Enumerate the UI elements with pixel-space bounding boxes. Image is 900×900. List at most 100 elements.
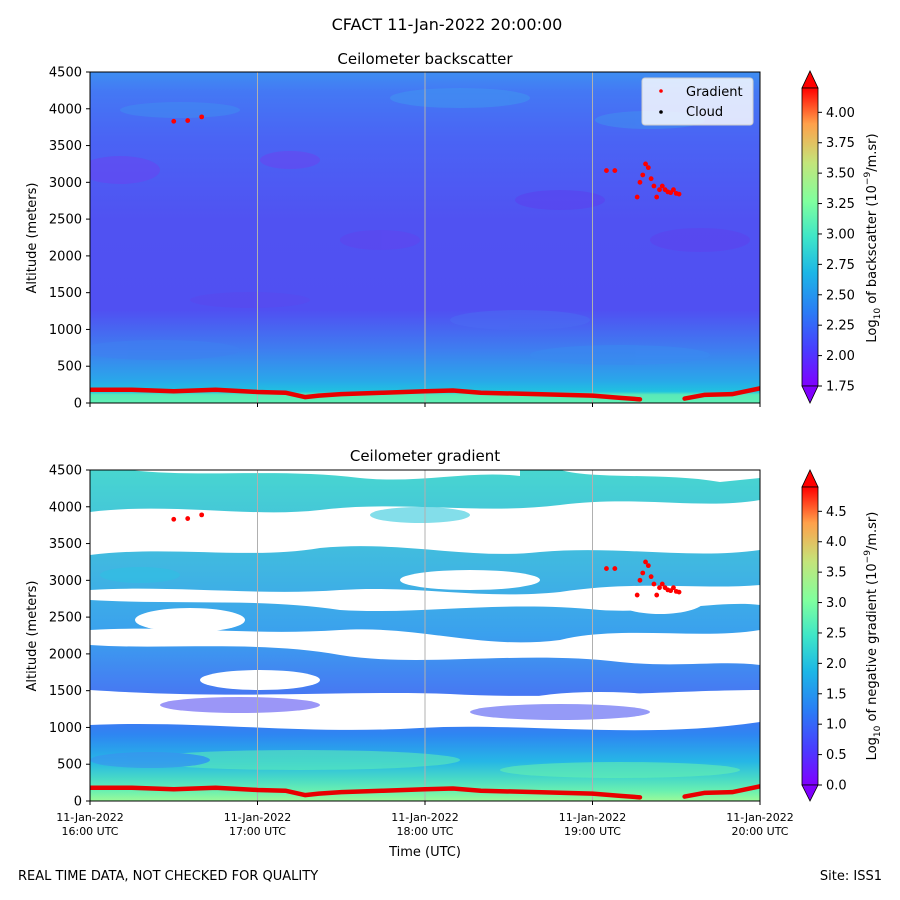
site-label: Site: ISS1 [819, 869, 882, 884]
colorbar-tick-label: 0.0 [826, 779, 847, 794]
y-tick-label: 0 [74, 795, 82, 810]
gradient-point [604, 566, 609, 571]
colorbar-tick-label: 2.0 [826, 657, 847, 672]
x-tick-time-label: 17:00 UTC [229, 825, 286, 838]
backscatter-legend: Gradient Cloud [641, 77, 754, 126]
y-tick-label: 500 [57, 758, 82, 773]
x-tick-time-label: 19:00 UTC [564, 825, 621, 838]
colorbar-tick-label: 1.5 [826, 687, 847, 702]
y-tick-label: 1000 [49, 323, 82, 338]
gradient-point [637, 179, 643, 185]
gradient-point [171, 118, 177, 124]
x-tick-date-label: 11-Jan-2022 [391, 811, 459, 824]
backscatter-boundary-line [90, 386, 760, 402]
gradient-point [612, 168, 618, 173]
colorbar-tick-label: 2.00 [826, 349, 855, 364]
y-tick-label: 500 [57, 360, 82, 375]
x-tick-date-label: 11-Jan-2022 [726, 811, 794, 824]
quality-disclaimer: REAL TIME DATA, NOT CHECKED FOR QUALITY [18, 869, 319, 884]
colorbar-tick-label: 3.0 [826, 596, 847, 611]
legend-gradient-label: Gradient [686, 85, 743, 100]
backscatter-panel-title: Ceilometer backscatter [337, 50, 513, 68]
gradient-y-ticks: 0 500 1000 1500 2000 2500 3000 3500 4000 4500 [49, 464, 90, 810]
colorbar-tick-label: 4.0 [826, 535, 847, 550]
backscatter-x-ticks [89, 403, 761, 407]
x-tick-date-label: 11-Jan-2022 [559, 811, 627, 824]
gradient-colorbar: 0.0 0.5 1.0 1.5 2.0 2.5 3.0 3.5 4.0 4.5 Log10 of … [801, 469, 883, 802]
y-tick-label: 4000 [49, 500, 82, 515]
gradient-point [657, 585, 662, 591]
y-tick-label: 4500 [49, 464, 82, 479]
gradient-colorbar-ticks: 0.0 0.5 1.0 1.5 2.0 2.5 3.0 3.5 4.0 4.5 [818, 505, 847, 794]
y-tick-label: 2000 [49, 249, 82, 264]
colorbar-tick-label: 2.25 [826, 319, 855, 334]
boundary-line-segment [682, 386, 760, 401]
backscatter-colorbar-extend-top [801, 70, 819, 89]
gradient-point [651, 581, 657, 587]
colorbar-tick-label: 2.50 [826, 288, 855, 303]
backscatter-ylabel: Altitude (meters) [25, 183, 40, 294]
gradient-ylabel: Altitude (meters) [25, 581, 40, 692]
gradient-point [659, 183, 665, 189]
y-tick-label: 2500 [49, 213, 82, 228]
boundary-line-segment [90, 785, 643, 800]
backscatter-colorbar: 1.75 2.00 2.25 2.50 2.75 3.00 3.25 3.50 3.75 4.00… [801, 70, 883, 404]
gradient-point [640, 172, 646, 178]
y-tick-label: 1500 [49, 684, 82, 699]
gradient-point [185, 516, 191, 521]
gradient-point [643, 559, 648, 565]
gradient-boundary-line [90, 784, 760, 800]
gradient-point [648, 574, 654, 580]
y-tick-label: 2500 [49, 611, 82, 626]
colorbar-tick-label: 3.75 [826, 136, 855, 151]
gradient-gridlines [257, 470, 593, 801]
y-tick-label: 4500 [49, 66, 82, 81]
colorbar-tick-label: 4.5 [826, 505, 847, 520]
colorbar-tick-label: 4.00 [826, 106, 855, 121]
backscatter-gradient-points [171, 114, 682, 200]
gradient-point [645, 563, 651, 569]
gradient-point [634, 194, 640, 200]
gradient-point [612, 566, 618, 571]
gradient-colorbar-extend-top [801, 469, 819, 488]
gradient-point [645, 165, 651, 171]
y-tick-label: 0 [74, 397, 82, 412]
gradient-point [640, 570, 646, 576]
gradient-point [643, 161, 648, 167]
x-tick-date-label: 11-Jan-2022 [224, 811, 292, 824]
gradient-point [657, 187, 662, 193]
colorbar-tick-label: 3.50 [826, 167, 855, 182]
gradient-panel [90, 470, 760, 801]
x-tick-time-label: 16:00 UTC [61, 825, 118, 838]
gradient-point [185, 118, 191, 123]
gradient-point [671, 187, 676, 193]
x-tick-date-label: 11-Jan-2022 [56, 811, 124, 824]
y-tick-label: 3000 [49, 574, 82, 589]
gradient-point [671, 585, 676, 591]
y-tick-label: 1000 [49, 721, 82, 736]
gradient-point [634, 592, 640, 598]
y-tick-label: 3500 [49, 537, 82, 552]
gradient-point [199, 114, 205, 120]
gradient-point [654, 592, 660, 598]
gradient-point [676, 191, 682, 197]
x-tick-time-label: 20:00 UTC [731, 825, 788, 838]
gradient-texture [90, 507, 740, 778]
gradient-point [604, 168, 609, 173]
colorbar-tick-label: 2.5 [826, 626, 847, 641]
boundary-line-segment [682, 784, 760, 799]
gradient-point [199, 512, 205, 518]
gradient-point [648, 176, 654, 182]
x-tick-time-label: 18:00 UTC [396, 825, 453, 838]
gradient-xlabel: Time (UTC) [388, 845, 461, 860]
gradient-point [637, 577, 643, 583]
gradient-point [659, 581, 665, 587]
y-tick-label: 1500 [49, 286, 82, 301]
gradient-point [654, 194, 660, 200]
figure-title: CFACT 11-Jan-2022 20:00:00 [332, 15, 563, 34]
gradient-colorbar-label: Log10 of negative gradient (10−9/m.sr) [863, 512, 883, 761]
colorbar-tick-label: 1.0 [826, 718, 847, 733]
gradient-colorbar-extend-bottom [801, 784, 819, 802]
